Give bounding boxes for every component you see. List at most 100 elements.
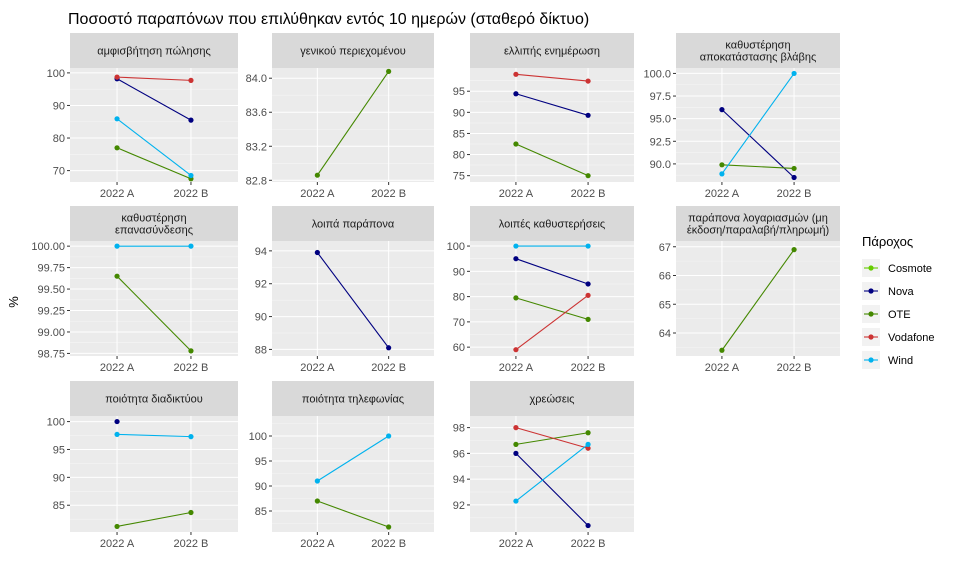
x-tick-label: 2022 A [499, 538, 534, 550]
x-tick-label: 2022 A [100, 362, 135, 374]
y-tick-label: 85 [53, 500, 65, 512]
facet-strip [272, 206, 434, 241]
series-line-wind [515, 443, 589, 502]
y-tick-label: 92.5 [650, 136, 671, 148]
y-tick-label: 90 [453, 266, 465, 278]
data-point-nova [513, 91, 519, 97]
x-tick-label: 2022 A [499, 188, 534, 200]
y-tick-label: 100 [47, 68, 65, 80]
y-tick-label: 67 [659, 242, 671, 254]
facet-strip [70, 206, 238, 241]
data-point-wind [585, 441, 591, 447]
y-tick-label: 95 [255, 456, 267, 468]
series-line-ote [721, 249, 795, 351]
y-tick-label: 90.0 [650, 159, 671, 171]
data-point-ote [386, 68, 392, 75]
facet-strip-label: παράπονα λογαριασμών (μη [688, 213, 828, 225]
data-point-nova [513, 256, 519, 262]
facet-strip-label: ελλιπής ενημέρωση [504, 46, 600, 58]
data-point-ote [188, 509, 194, 516]
series-line-wind [721, 73, 795, 175]
series-line-ote [316, 71, 390, 176]
series-line-nova [316, 252, 390, 349]
x-tick-label: 2022 A [300, 188, 335, 200]
x-tick-label: 2022 B [571, 362, 606, 374]
series-line-ote [515, 143, 589, 177]
y-tick-label: 83.2 [246, 141, 267, 153]
y-tick-label: 100 [47, 417, 65, 429]
series-line-vodafone [117, 76, 191, 81]
data-point-wind [188, 172, 194, 179]
y-tick-label: 96 [453, 448, 465, 460]
y-tick-label: 95 [453, 86, 465, 98]
series-line-nova [116, 78, 192, 121]
y-tick-label: 100.00 [31, 241, 65, 253]
data-point-nova [314, 249, 320, 256]
data-point-vodafone [585, 445, 591, 451]
facet-strip-label: έκδοση/παραλαβή/πληρωμή) [687, 225, 829, 237]
series-line-ote [515, 432, 589, 445]
x-tick-label: 2022 B [371, 538, 406, 550]
facet-panel: χρεώσεις 92 94 96 98 2022 A 2022 B [453, 381, 634, 550]
x-tick-label: 2022 A [100, 188, 135, 200]
y-tick-label: 64 [659, 328, 671, 340]
legend-key-point [868, 357, 874, 363]
y-tick-label: 100.0 [643, 68, 671, 80]
series-line-nova [721, 109, 795, 178]
data-point-nova [585, 522, 591, 529]
data-point-wind [314, 478, 320, 484]
y-tick-label: 97.5 [650, 91, 671, 103]
facet-strip [470, 206, 634, 241]
facet-strip [470, 33, 634, 68]
facet-panels: αμφισβήτηση πώλησης 70 80 90 100 2022 A 2022 B… [31, 33, 840, 550]
facet-strip [676, 206, 840, 241]
series-line-wind [116, 118, 192, 176]
data-point-wind [114, 431, 120, 438]
y-tick-label: 92 [453, 500, 465, 512]
data-point-wind [386, 433, 392, 439]
y-tick-label: 85 [453, 128, 465, 140]
y-axis-title: % [6, 296, 21, 308]
legend-label: Wind [888, 355, 913, 367]
panel-background [70, 241, 238, 356]
y-tick-label: 80 [453, 292, 465, 304]
legend-key-point [868, 311, 874, 317]
panel-background [470, 68, 634, 182]
y-tick-label: 99.50 [37, 284, 65, 296]
y-tick-label: 98 [453, 423, 465, 435]
series-line-ote [721, 164, 795, 169]
x-tick-label: 2022 B [571, 188, 606, 200]
x-tick-label: 2022 B [371, 188, 406, 200]
facet-strip-label: γενικού περιεχομένου [300, 46, 405, 58]
y-tick-label: 100 [447, 241, 465, 253]
y-tick-label: 90 [255, 312, 267, 324]
x-tick-label: 2022 A [499, 362, 534, 374]
series-line-ote [116, 147, 192, 180]
facet-strip-label: αποκατάστασης βλάβης [700, 52, 817, 64]
data-point-vodafone [513, 425, 519, 431]
facet-strip-label: ποιότητα διαδικτύου [105, 394, 203, 406]
data-point-ote [386, 524, 392, 530]
panel-background [470, 241, 634, 356]
data-point-wind [719, 171, 725, 177]
y-tick-label: 90 [453, 107, 465, 119]
facet-panel: ελλιπής ενημέρωση 75 80 85 90 95 2022 A 2022 B [453, 33, 634, 200]
facet-strip-label: καθυστέρηση [725, 40, 790, 52]
facet-strip-label: καθυστέρηση [121, 213, 186, 225]
data-point-vodafone [513, 347, 519, 353]
y-tick-label: 90 [53, 100, 65, 112]
legend-entry-wind: Wind [862, 351, 913, 369]
y-tick-label: 80 [453, 150, 465, 162]
series-line-ote [317, 500, 389, 528]
facet-strip-label: χρεώσεις [530, 394, 575, 406]
legend-label: Cosmote [888, 263, 932, 275]
series-line-nova [515, 258, 589, 285]
data-point-wind [114, 243, 120, 249]
facet-panel: γενικού περιεχομένου 82.8 83.2 83.6 84.0 2022… [246, 33, 434, 200]
x-tick-label: 2022 A [100, 538, 135, 550]
data-point-nova [585, 112, 591, 118]
facet-strip-label: αμφισβήτηση πώλησης [97, 46, 211, 58]
facet-panel: αμφισβήτηση πώλησης 70 80 90 100 2022 A 2022 B [47, 33, 238, 200]
x-tick-label: 2022 A [705, 362, 740, 374]
